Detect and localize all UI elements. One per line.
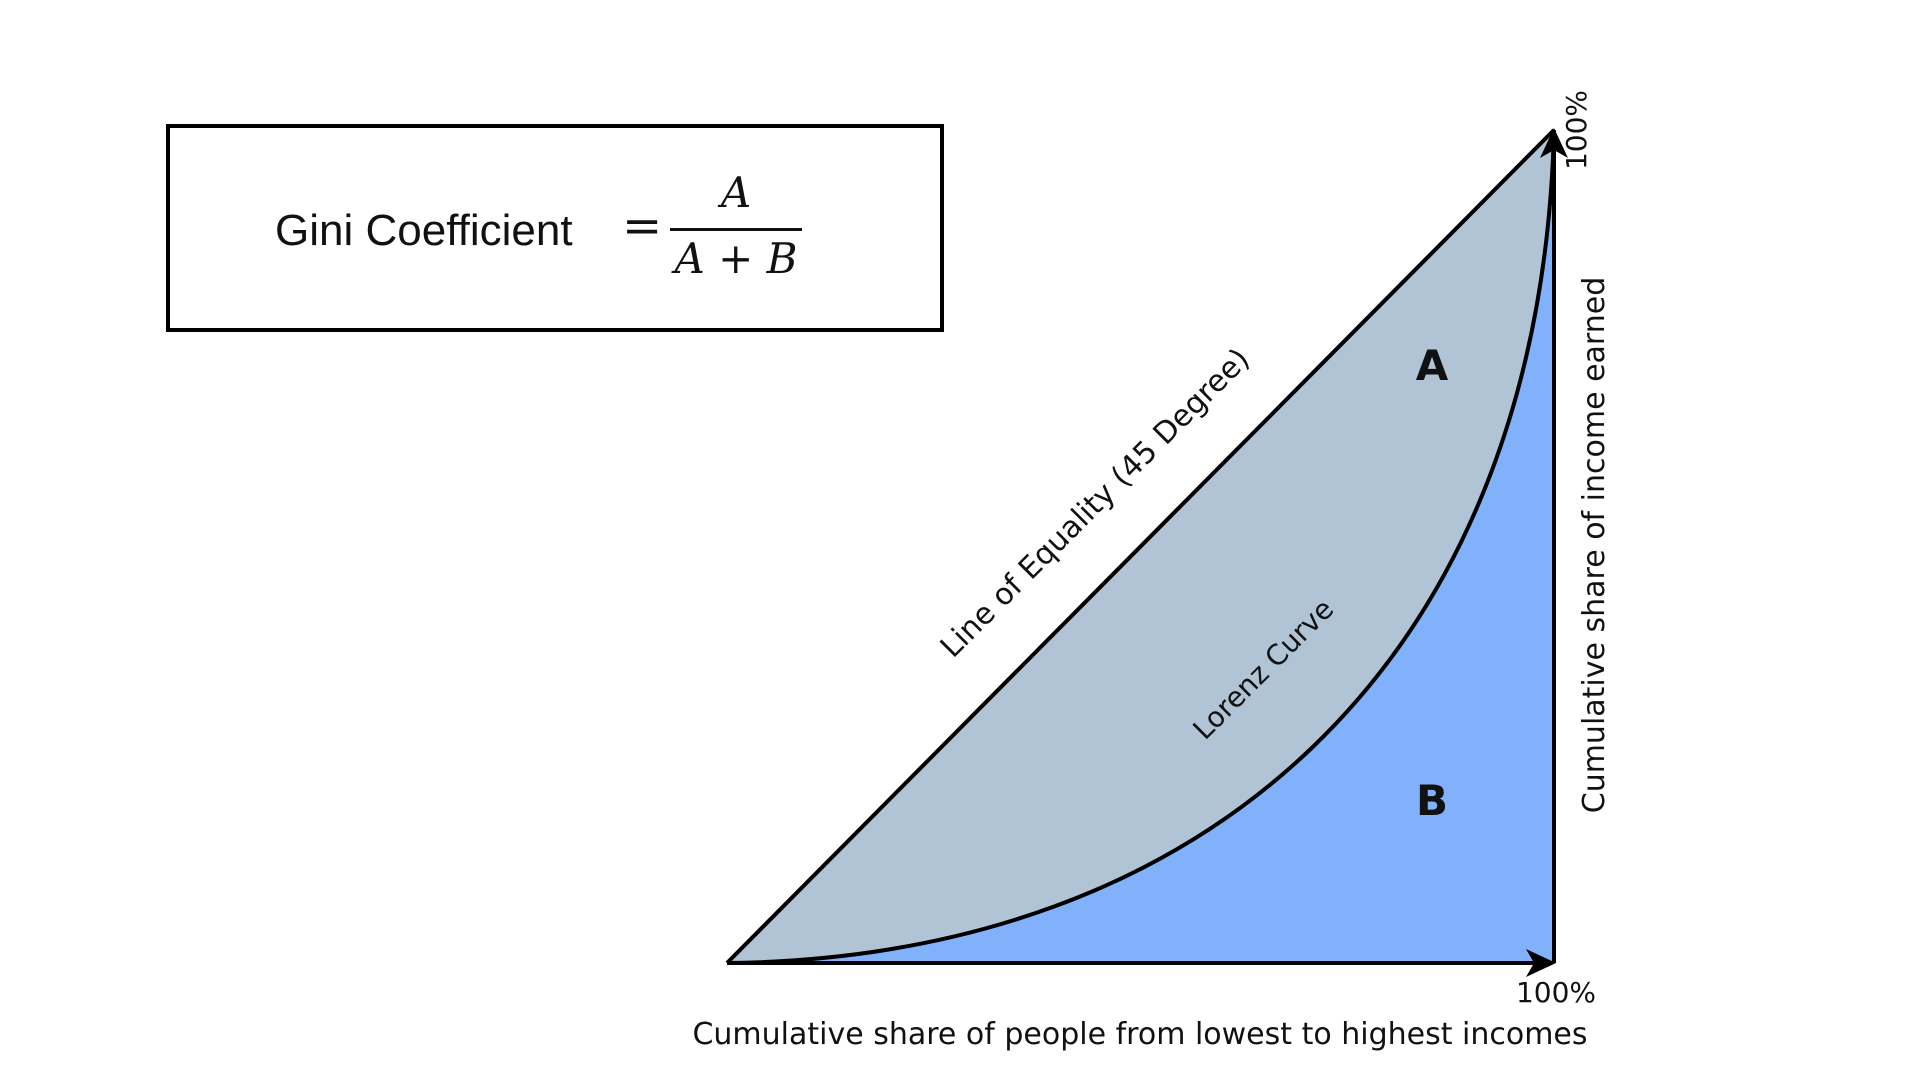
formula-fraction: A A + B xyxy=(670,168,802,288)
region-b xyxy=(727,130,1554,963)
gini-formula-box: Gini Coefficient = A A + B xyxy=(166,124,944,332)
formula-equals-sign: = xyxy=(622,198,663,254)
fraction-denominator: A + B xyxy=(674,234,798,283)
y-axis-end-label: 100% xyxy=(1560,90,1593,170)
formula-label: Gini Coefficient xyxy=(275,206,573,255)
line-of-equality xyxy=(725,128,1556,965)
region-b-label: B xyxy=(1416,776,1448,825)
lorenz-curve xyxy=(726,129,1556,965)
y-axis-arrow-icon xyxy=(1540,128,1568,158)
x-axis-arrow-icon xyxy=(1526,949,1556,977)
region-a-label: A xyxy=(1416,341,1449,390)
x-axis-end-label: 100% xyxy=(1516,976,1596,1009)
y-axis-title: Cumulative share of income earned xyxy=(1577,277,1612,813)
fraction-bar xyxy=(670,228,802,231)
fraction-numerator: A xyxy=(720,168,752,217)
x-axis-title: Cumulative share of people from lowest t… xyxy=(692,1017,1587,1052)
